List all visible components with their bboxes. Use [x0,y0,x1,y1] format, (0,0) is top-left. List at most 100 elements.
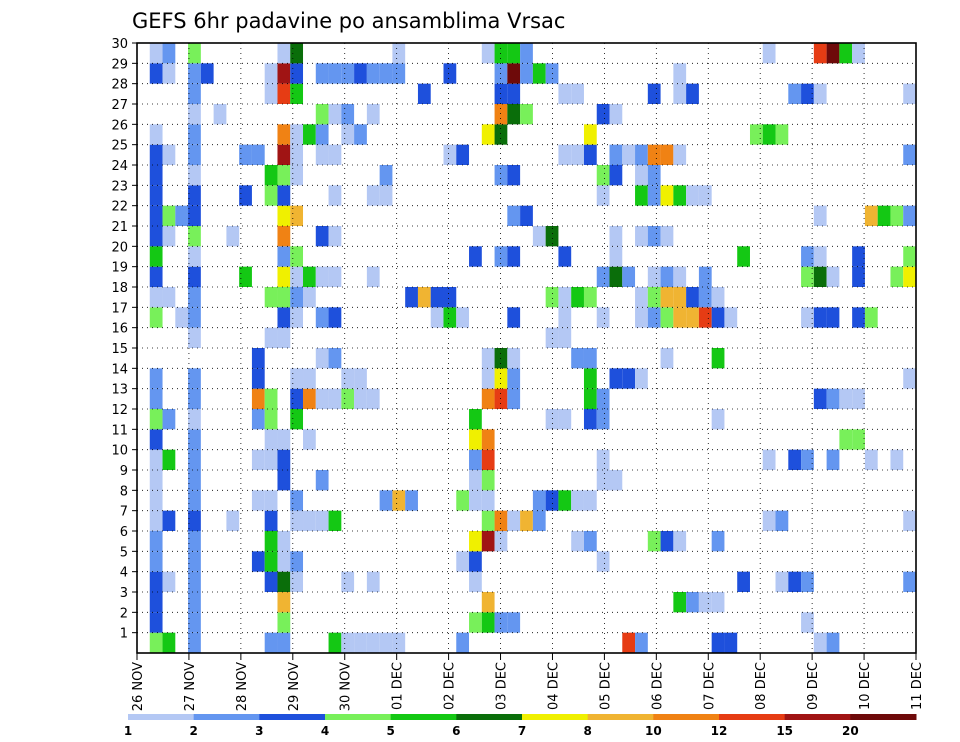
heatmap-cell [188,470,201,491]
heatmap-cell [545,490,559,511]
heatmap-cell [188,104,201,125]
heatmap-cell [481,612,495,633]
heatmap-cell [558,287,572,308]
heatmap-cell [864,449,878,470]
heatmap-cell [162,43,176,64]
heatmap-cell [149,510,163,531]
y-tick-label: 5 [120,545,128,560]
heatmap-cell [635,307,648,328]
heatmap-cell [277,327,291,348]
heatmap-cell [660,287,674,308]
y-tick-label: 1 [120,627,128,642]
heatmap-cell [341,104,355,125]
heatmap-cell [686,83,699,104]
heatmap-cell [251,348,265,369]
heatmap-cell [801,571,814,592]
heatmap-cell [494,124,508,145]
heatmap-cell [698,287,712,308]
heatmap-cell [839,429,853,450]
heatmap-cell [660,348,674,369]
heatmap-cell [188,490,201,511]
heatmap-cell [328,185,342,206]
heatmap-cell [826,266,840,287]
heatmap-cell [162,409,176,430]
heatmap-cell [251,144,265,165]
heatmap-cell [852,43,865,64]
heatmap-cell [290,510,304,531]
heatmap-cell [673,63,687,84]
colorbar-swatch [128,714,195,720]
colorbar-label: 10 [645,724,662,738]
heatmap-cell [826,449,840,470]
heatmap-cell [149,490,163,511]
heatmap-cell [264,409,278,430]
x-tick-label: 04 DEC [546,662,561,710]
heatmap-cell [635,165,648,186]
heatmap-cell [571,531,584,552]
heatmap-cell [328,266,342,287]
heatmap-cell [392,63,406,84]
colorbar-swatch [653,714,720,720]
heatmap-cell [609,226,623,247]
heatmap-cell [315,124,329,145]
heatmap-cell [660,144,674,165]
heatmap-cell [481,490,495,511]
heatmap-cell [149,409,163,430]
heatmap-cell [903,246,916,267]
heatmap-cell [571,83,584,104]
heatmap-cell [494,63,508,84]
heatmap-cell [520,205,533,226]
heatmap-cell [341,388,355,409]
heatmap-cell [609,368,623,389]
heatmap-cell [494,165,508,186]
heatmap-cell [341,632,355,653]
heatmap-cell [264,510,278,531]
heatmap-cell [277,429,291,450]
heatmap-cell [277,551,291,572]
heatmap-cell [379,490,393,511]
heatmap-cell [813,632,827,653]
heatmap-cell [264,571,278,592]
heatmap-cell [354,368,367,389]
heatmap-cell [762,449,776,470]
heatmap-cells [149,43,916,653]
heatmap-cell [188,571,201,592]
heatmap-cell [647,266,661,287]
heatmap-cell [481,429,495,450]
heatmap-cell [801,449,814,470]
heatmap-cell [354,63,367,84]
heatmap-cell [277,226,291,247]
heatmap-cell [596,185,610,206]
heatmap-cell [852,246,865,267]
heatmap-cell [277,205,291,226]
y-tick-label: 3 [120,586,128,601]
heatmap-cell [890,449,904,470]
heatmap-cell [558,409,572,430]
heatmap-cell [149,551,163,572]
heatmap-cell [290,124,304,145]
heatmap-cell [290,307,304,328]
heatmap-cell [354,124,367,145]
x-tick-label: 28 NOV [235,662,250,711]
colorbar-label: 2 [189,724,197,738]
heatmap-cell [711,592,725,613]
heatmap-cell [532,490,546,511]
heatmap-cell [481,43,495,64]
heatmap-cell [251,388,265,409]
heatmap-cell [277,43,291,64]
heatmap-cell [494,348,508,369]
heatmap-cell [315,510,329,531]
heatmap-cell [647,531,661,552]
colorbar-swatch [325,714,392,720]
heatmap-cell [290,266,304,287]
heatmap-cell [660,226,674,247]
heatmap-cell [443,144,457,165]
heatmap-cell [481,124,495,145]
heatmap-cell [149,124,163,145]
heatmap-cell [149,63,163,84]
colorbar-label: 20 [842,724,859,738]
heatmap-cell [558,327,572,348]
heatmap-cell [366,632,380,653]
heatmap-cell [456,490,470,511]
heatmap-cell [188,531,201,552]
